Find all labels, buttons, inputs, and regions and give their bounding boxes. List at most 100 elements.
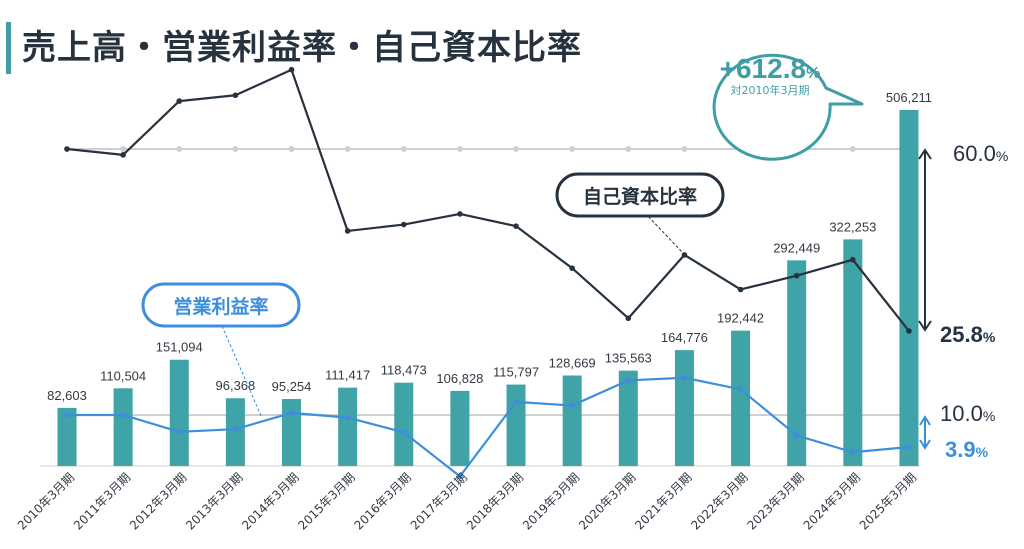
revenue-bar-label: 118,473: [381, 363, 427, 378]
revenue-bar: [899, 110, 919, 466]
equity-ratio-point: [625, 315, 632, 322]
equity-ratio-point: [793, 272, 800, 279]
x-tick-label: 2020年3月期: [576, 470, 638, 532]
equity-ratio-point: [288, 66, 295, 73]
revenue-bar-label: 292,449: [773, 240, 820, 255]
callout-value: +612.8%: [720, 53, 821, 84]
equity-ratio-point: [344, 228, 351, 234]
revenue-bar: [731, 330, 751, 466]
equity-ratio-point: [400, 221, 407, 228]
revenue-bar-label: 96,368: [216, 378, 256, 393]
x-tick-label: 2024年3月期: [801, 470, 863, 532]
revenue-bar-labels: 82,603 110,504 151,094 96,368 95,254 111,417 1…: [47, 90, 932, 403]
ref-dot: [120, 146, 127, 152]
ref-dot: [625, 146, 632, 152]
x-tick-label: 2010年3月期: [15, 470, 77, 532]
ref-dot: [400, 146, 407, 152]
margin-legend-box: [141, 282, 301, 328]
revenue-bar-label: 164,776: [661, 330, 708, 345]
revenue-bar-label: 106,828: [436, 371, 483, 386]
operating-margin-point: [288, 410, 295, 416]
revenue-bar: [843, 239, 863, 466]
ref-dot: [232, 146, 239, 152]
ref-dot: [288, 146, 295, 152]
revenue-bar-label: 151,094: [156, 340, 203, 355]
revenue-bar-label: 135,563: [605, 351, 652, 366]
revenue-bar: [338, 387, 358, 466]
callout-bubble: [712, 53, 864, 161]
operating-margin-point: [625, 377, 632, 384]
operating-margin-point: [120, 412, 126, 418]
equity-ratio-point: [176, 98, 183, 104]
equity-ratio-point: [681, 252, 688, 258]
x-tick-label: 2015年3月期: [295, 470, 357, 532]
revenue-bar: [562, 375, 582, 466]
revenue-bar-label: 322,253: [829, 219, 876, 234]
ref-label-60: 60.0%: [953, 141, 1008, 166]
equity-ratio-point: [850, 256, 856, 263]
callout-caption: 対2010年3月期: [731, 83, 810, 97]
ref-dot: [176, 146, 183, 152]
title-accent-bar: [6, 22, 11, 74]
operating-margin-point: [344, 414, 351, 421]
x-tick-label: 2023年3月期: [744, 470, 806, 532]
x-tick-label: 2013年3月期: [183, 470, 245, 532]
operating-margin-point: [681, 374, 688, 381]
equity-ratio-point: [906, 328, 912, 334]
x-tick-label: 2014年3月期: [239, 470, 301, 532]
operating-margin-point: [513, 399, 519, 405]
revenue-bar: [225, 398, 245, 466]
revenue-bar-label: 111,417: [325, 368, 370, 383]
operating-margin-point: [850, 449, 856, 456]
ref-dot: [849, 146, 856, 152]
equity-end-label: 25.8%: [940, 322, 996, 347]
equity-ratio-point: [513, 223, 519, 229]
operating-margin-point: [64, 412, 70, 418]
revenue-bar: [57, 407, 77, 466]
equity-ratio-line: [66, 68, 910, 332]
operating-margin-point: [569, 402, 575, 409]
revenue-bar: [787, 260, 807, 466]
revenue-bar-label: 506,211: [886, 90, 932, 105]
margin-legend-leader: [221, 325, 263, 419]
revenue-bar-label: 110,504: [100, 368, 146, 383]
revenue-bar: [394, 382, 414, 466]
x-tick-label: 2011年3月期: [71, 470, 133, 532]
revenue-bar: [506, 384, 526, 466]
ratio-lines: [64, 66, 912, 480]
x-tick-label: 2017年3月期: [408, 470, 470, 532]
margin-change-arrow: [919, 415, 931, 450]
x-tick-label: 2021年3月期: [632, 470, 694, 532]
equity-ratio-point: [232, 92, 239, 99]
x-tick-label: 2025年3月期: [857, 470, 919, 532]
revenue-bar-label: 115,797: [493, 365, 539, 380]
ref-dot: [513, 146, 520, 152]
operating-margin-point: [232, 426, 239, 432]
revenue-bar: [113, 388, 133, 466]
operating-margin-point: [906, 444, 912, 450]
equity-legend-leader: [644, 212, 683, 253]
x-axis-ticks: 2010年3月期2011年3月期2012年3月期2013年3月期2014年3月期…: [15, 470, 919, 532]
x-tick-label: 2019年3月期: [520, 470, 582, 532]
operating-margin-point: [176, 428, 183, 435]
revenue-bar: [450, 390, 470, 466]
revenue-bar-label: 128,669: [549, 356, 596, 371]
revenue-bar: [618, 370, 638, 466]
revenue-bar-label: 192,442: [717, 311, 764, 326]
revenue-bar-label: 95,254: [272, 379, 312, 394]
operating-margin-point: [400, 429, 407, 436]
operating-margin-line: [67, 376, 910, 478]
equity-ratio-point: [64, 146, 70, 152]
margin-end-label: 3.9%: [945, 437, 989, 462]
equity-ratio-point: [120, 152, 126, 158]
operating-margin-point: [737, 386, 744, 393]
ref-dot: [681, 146, 688, 152]
chart-title: 売上高・営業利益率・自己資本比率: [22, 28, 582, 68]
ref-label-10: 10.0%: [940, 401, 995, 426]
x-tick-label: 2012年3月期: [127, 470, 189, 532]
operating-margin-point: [793, 432, 800, 439]
revenue-bar: [282, 399, 302, 466]
equity-legend-box: [555, 172, 725, 218]
equity-legend-label: 自己資本比率: [583, 185, 697, 208]
